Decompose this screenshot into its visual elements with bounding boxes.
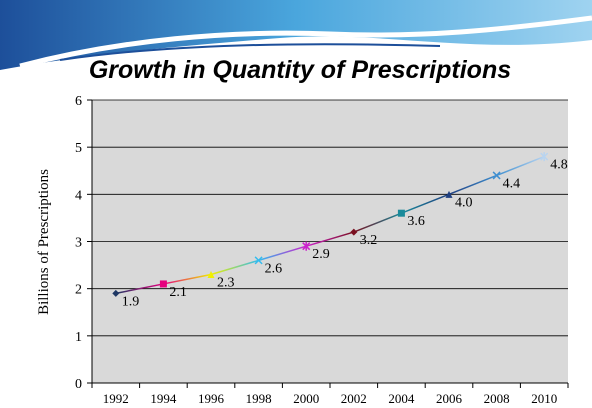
x-tick-label: 1994 <box>150 391 177 406</box>
x-tick-label: 1992 <box>103 391 129 406</box>
marker <box>398 210 405 217</box>
x-tick-label: 1998 <box>246 391 272 406</box>
data-label: 2.1 <box>169 285 187 300</box>
y-axis-label: Billions of Prescriptions <box>36 169 52 315</box>
x-tick-label: 1996 <box>198 391 225 406</box>
data-label: 3.6 <box>407 214 425 229</box>
y-tick-label: 0 <box>75 377 82 392</box>
data-label: 2.9 <box>312 247 330 262</box>
y-tick-label: 3 <box>75 236 82 251</box>
x-tick-label: 2002 <box>341 391 367 406</box>
x-tick-label: 2000 <box>293 391 319 406</box>
y-tick-label: 2 <box>75 283 82 298</box>
data-label: 1.9 <box>122 294 140 309</box>
y-tick-label: 1 <box>75 330 82 345</box>
y-tick-label: 6 <box>75 94 82 109</box>
x-tick-label: 2004 <box>388 391 415 406</box>
x-tick-label: 2008 <box>484 391 510 406</box>
y-tick-label: 5 <box>75 141 82 156</box>
marker <box>160 280 167 287</box>
data-label: 4.8 <box>550 158 568 173</box>
data-label: 3.2 <box>360 233 378 248</box>
data-label: 2.6 <box>265 261 283 276</box>
data-label: 4.0 <box>455 195 473 210</box>
slide: Growth in Quantity of Prescriptions Bill… <box>0 0 592 408</box>
x-tick-label: 2010 <box>531 391 557 406</box>
x-tick-label: 2006 <box>436 391 463 406</box>
y-tick-label: 4 <box>75 188 82 203</box>
data-label: 2.3 <box>217 276 235 291</box>
chart-title: Growth in Quantity of Prescriptions <box>89 56 511 84</box>
data-label: 4.4 <box>503 176 520 191</box>
